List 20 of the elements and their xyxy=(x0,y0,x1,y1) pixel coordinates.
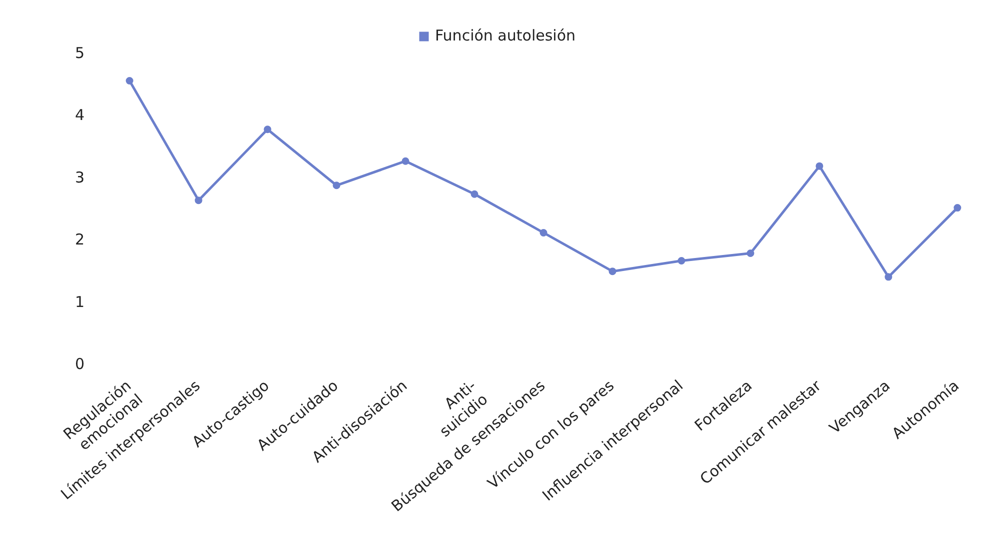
point xyxy=(746,250,754,258)
point xyxy=(678,256,686,264)
point xyxy=(608,268,616,276)
legend-label: Función autolesión xyxy=(434,26,576,44)
y-tick-label: 0 xyxy=(74,355,85,374)
point xyxy=(194,196,202,204)
y-tick-label: 3 xyxy=(74,168,85,186)
point xyxy=(126,77,134,85)
point xyxy=(332,182,340,190)
point xyxy=(470,190,478,198)
point xyxy=(540,228,548,236)
y-tick-label: 1 xyxy=(74,292,85,311)
point xyxy=(884,273,892,281)
point xyxy=(264,126,272,134)
y-tick-label: 2 xyxy=(74,230,85,249)
point xyxy=(816,162,824,170)
y-tick-label: 5 xyxy=(74,44,85,62)
point xyxy=(954,204,962,212)
point xyxy=(402,157,410,165)
y-tick-label: 4 xyxy=(74,106,85,124)
